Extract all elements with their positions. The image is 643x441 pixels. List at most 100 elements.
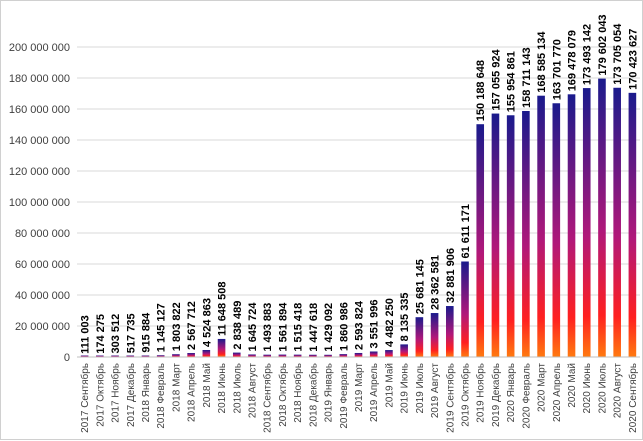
x-tick-label: 2020 Апрель	[552, 363, 563, 422]
x-tick-label: 2017 Декабрь	[125, 363, 137, 427]
x-tick-label: 2018 Февраль	[156, 363, 167, 429]
x-tick-label: 2020 Март	[537, 363, 548, 412]
bar	[309, 354, 317, 357]
bar	[187, 353, 195, 357]
x-tick-label: 2018 Сентябрь	[262, 363, 274, 433]
data-label: 8 135 335	[399, 292, 411, 341]
x-tick-label: 2020 Май	[567, 363, 578, 408]
x-tick-label: 2019 Июль	[415, 363, 426, 414]
x-tick-label: 2019 Сентябрь	[444, 363, 456, 433]
bar	[278, 354, 287, 357]
x-tick-label: 2020 Июнь	[582, 363, 593, 413]
bar	[217, 338, 226, 357]
bar	[80, 355, 89, 357]
bar	[369, 351, 378, 357]
x-tick-label: 2017 Октябрь	[94, 363, 106, 427]
x-tick-label: 2019 Январь	[324, 363, 335, 422]
y-tick-label: 100 000 000	[9, 197, 70, 209]
x-tick-label: 2020 Сентябрь	[627, 363, 639, 433]
y-tick-label: 80 000 000	[15, 228, 70, 240]
data-label: 1 447 618	[308, 303, 320, 352]
data-label: 158 711 143	[521, 47, 533, 108]
data-label: 168 585 134	[536, 31, 548, 93]
bar	[126, 355, 135, 357]
data-labels: 111 003 174 275 303 512 517 735 915 884 1 145…	[80, 14, 640, 353]
data-label: 2 593 824	[354, 300, 366, 350]
bar	[248, 354, 256, 357]
data-label: 2 567 712	[186, 301, 198, 350]
y-tick-label: 180 000 000	[9, 73, 70, 85]
data-label: 157 055 924	[490, 49, 502, 111]
y-axis-tick-labels: 0 20 000 000 40 000 000 60 000 000 80 000 00…	[9, 42, 70, 364]
data-label: 170 423 627	[627, 29, 639, 90]
bar	[111, 355, 119, 357]
data-label: 4 524 863	[201, 298, 213, 347]
data-label: 111 003	[80, 315, 92, 354]
bar	[354, 352, 363, 357]
x-tick-label: 2019 Май	[384, 363, 395, 408]
bar	[491, 113, 500, 357]
data-label: 173 705 054	[612, 23, 624, 85]
x-tick-label: 2020 Август	[613, 363, 624, 419]
data-label: 173 493 142	[582, 24, 594, 85]
bar	[172, 354, 180, 357]
data-label: 1 515 418	[293, 303, 305, 352]
x-tick-label: 2018 Август	[247, 363, 258, 419]
x-tick-label: 2019 Март	[354, 363, 365, 412]
data-label: 517 735	[125, 313, 137, 353]
x-tick-label: 2020 Январь	[506, 363, 517, 422]
x-tick-label: 2018 Май	[202, 363, 213, 408]
x-tick-label: 2018 Октябрь	[277, 363, 289, 427]
data-label: 11 648 508	[217, 281, 229, 335]
x-tick-label: 2018 Декабрь	[307, 363, 319, 427]
bar	[445, 306, 454, 357]
data-label: 28 362 581	[430, 255, 442, 310]
x-axis-category-labels: 2017 Сентябрь 2017 Октябрь 2017 Ноябрь 2017…	[79, 363, 639, 433]
bar	[430, 313, 439, 357]
data-label: 915 884	[140, 312, 152, 353]
bar	[156, 355, 165, 357]
gridlines	[77, 46, 640, 358]
bar	[552, 103, 561, 357]
y-tick-label: 140 000 000	[9, 135, 70, 147]
data-label: 169 478 079	[567, 30, 579, 91]
bar	[537, 95, 545, 357]
bar	[567, 94, 576, 358]
data-label: 1 493 883	[262, 303, 274, 352]
x-tick-label: 2018 Март	[171, 363, 182, 412]
bar	[415, 317, 424, 357]
x-tick-label: 2018 Ноябрь	[292, 363, 304, 423]
bar	[628, 92, 637, 357]
y-tick-label: 40 000 000	[15, 290, 70, 302]
data-label: 150 188 648	[475, 60, 487, 121]
y-tick-label: 120 000 000	[9, 166, 70, 178]
data-label: 61 611 171	[460, 204, 472, 258]
x-tick-label: 2018 Июль	[232, 363, 243, 414]
y-tick-label: 200 000 000	[9, 42, 70, 54]
x-tick-label: 2018 Июнь	[217, 363, 228, 413]
bar	[141, 355, 150, 357]
bar	[476, 124, 485, 357]
y-tick-label: 0	[64, 352, 70, 364]
bar	[96, 355, 104, 357]
data-label: 1 860 986	[338, 302, 350, 351]
data-label: 1 803 822	[171, 302, 183, 351]
data-label: 174 275	[95, 314, 107, 354]
data-label: 3 551 996	[369, 300, 381, 349]
y-tick-label: 60 000 000	[15, 259, 70, 271]
bar	[263, 354, 272, 357]
bar	[400, 344, 408, 357]
x-tick-label: 2019 Апрель	[369, 363, 380, 422]
x-tick-label: 2018 Январь	[141, 363, 152, 422]
bar	[324, 354, 332, 357]
x-tick-label: 2019 Декабрь	[490, 363, 502, 427]
bar	[293, 354, 302, 357]
data-label: 1 429 092	[323, 303, 335, 352]
bar	[385, 350, 393, 357]
bar	[202, 349, 211, 357]
data-label: 1 145 127	[156, 303, 168, 352]
bar	[506, 115, 515, 358]
y-tick-label: 160 000 000	[9, 104, 70, 116]
